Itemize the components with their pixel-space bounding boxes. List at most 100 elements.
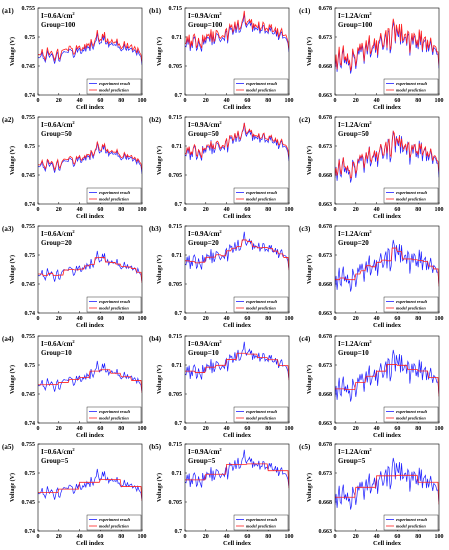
series-model [185,10,289,50]
x-tick-label: 80 [118,534,124,540]
current-annotation: I=0.6A/cm2 [41,229,75,238]
panel-b4: (b4) 0.715 0.71 0.705 0.70 20 40 60 80 100 Cell in… [149,334,294,439]
y-tick-label: 0.7 [175,421,183,427]
panel-a4: (a4) 0.755 0.75 0.745 0.740 20 40 60 80 100 Cell i… [2,334,147,439]
legend-label-model: model prediction [396,197,426,202]
panel-b3: (b3) 0.715 0.71 0.705 0.70 20 40 60 80 100 Cell in… [149,224,294,329]
series-experiment [38,141,142,174]
y-tick-label: 0.755 [22,442,36,448]
unit-superscript: 2 [72,11,75,16]
unit-superscript: 2 [72,447,75,452]
legend-label-model: model prediction [99,88,129,93]
plot-frame [334,116,440,205]
y-tick-label: 0.678 [319,115,333,121]
y-tick-label: 0.745 [22,173,36,179]
y-tick-label: 0.668 [319,500,333,506]
y-tick-label: 0.705 [169,173,183,179]
y-tick-label: 0.7 [175,93,183,99]
panel-label: (c2) [299,116,311,124]
plot-frame [334,335,440,424]
x-tick-label: 0 [334,207,337,213]
series-experiment [335,239,439,292]
plot-frame [37,116,143,205]
x-axis-label: Cell index [373,432,402,439]
current-annotation: I=1.2A/cm2 [338,447,372,456]
panel-label: (b2) [149,116,162,124]
unit-superscript: 2 [72,339,75,344]
y-tick-label: 0.668 [319,282,333,288]
legend-label-experiment: experiment result [246,190,278,195]
y-tick-label: 0.755 [22,334,36,340]
legend-label-model: model prediction [396,524,426,529]
series-experiment [38,250,142,283]
series-model [38,369,142,393]
y-tick-label: 0.668 [319,392,333,398]
panel-a2: (a2) 0.755 0.75 0.745 0.740 20 40 60 80 100 Cell i… [2,115,147,220]
y-axis-label: Voltage (V) [156,146,163,175]
unit-superscript: 2 [369,339,372,344]
x-tick-label: 40 [374,207,380,213]
y-tick-label: 0.745 [22,64,36,70]
x-axis-label: Cell index [373,104,402,111]
current-annotation: I=1.2A/cm2 [338,120,372,129]
x-tick-label: 40 [374,316,380,322]
y-axis-label: Voltage (V) [156,365,163,394]
x-tick-label: 0 [184,207,187,213]
x-tick-label: 20 [203,98,209,104]
legend-box [383,514,439,531]
x-tick-label: 0 [37,98,40,104]
y-tick-label: 0.755 [22,224,36,230]
group-annotation: Group=100 [188,21,223,29]
y-tick-label: 0.705 [169,282,183,288]
series-model [335,130,439,179]
x-axis-label: Cell index [76,104,105,111]
y-tick-label: 0.71 [172,144,183,150]
x-tick-label: 0 [334,316,337,322]
x-tick-label: 0 [334,426,337,432]
panel-label: (b5) [149,443,162,451]
legend: experiment result model prediction [383,296,439,313]
x-tick-label: 0 [184,98,187,104]
current-annotation: I=0.9A/cm2 [188,229,222,238]
x-axis-label: Cell index [76,540,105,547]
legend-label-model: model prediction [246,88,276,93]
legend: experiment result model prediction [86,187,142,204]
current-annotation: I=1.2A/cm2 [338,339,372,348]
y-tick-label: 0.71 [172,363,183,369]
y-axis-label: Voltage (V) [9,365,16,394]
x-tick-label: 40 [224,534,230,540]
group-annotation: Group=5 [338,457,366,465]
legend: experiment result model prediction [233,296,289,313]
x-tick-label: 100 [285,426,294,432]
panel-label: (c4) [299,335,311,343]
series-experiment [38,468,142,501]
y-tick-label: 0.678 [319,224,333,230]
y-tick-label: 0.74 [25,202,36,208]
y-tick-label: 0.663 [319,421,333,427]
legend-label-experiment: experiment result [396,81,428,86]
x-tick-label: 20 [203,426,209,432]
current-annotation: I=1.2A/cm2 [338,11,372,20]
legend: experiment result model prediction [86,78,142,95]
series-model [185,239,289,271]
series-experiment [185,341,289,381]
x-tick-label: 40 [77,426,83,432]
series-model [38,479,142,501]
series-model [185,352,289,381]
y-tick-label: 0.74 [25,93,36,99]
group-annotation: Group=100 [338,21,373,29]
unit-superscript: 2 [369,11,372,16]
unit-superscript: 2 [219,11,222,16]
x-tick-label: 40 [224,316,230,322]
y-tick-label: 0.678 [319,442,333,448]
y-tick-label: 0.745 [22,392,36,398]
current-annotation: I=0.6A/cm2 [41,447,75,456]
legend-box [233,78,289,95]
x-tick-label: 40 [374,534,380,540]
x-tick-label: 80 [265,207,271,213]
y-axis-label: Voltage (V) [306,365,313,394]
legend: experiment result model prediction [233,78,289,95]
y-tick-label: 0.705 [169,500,183,506]
x-tick-label: 40 [374,98,380,104]
